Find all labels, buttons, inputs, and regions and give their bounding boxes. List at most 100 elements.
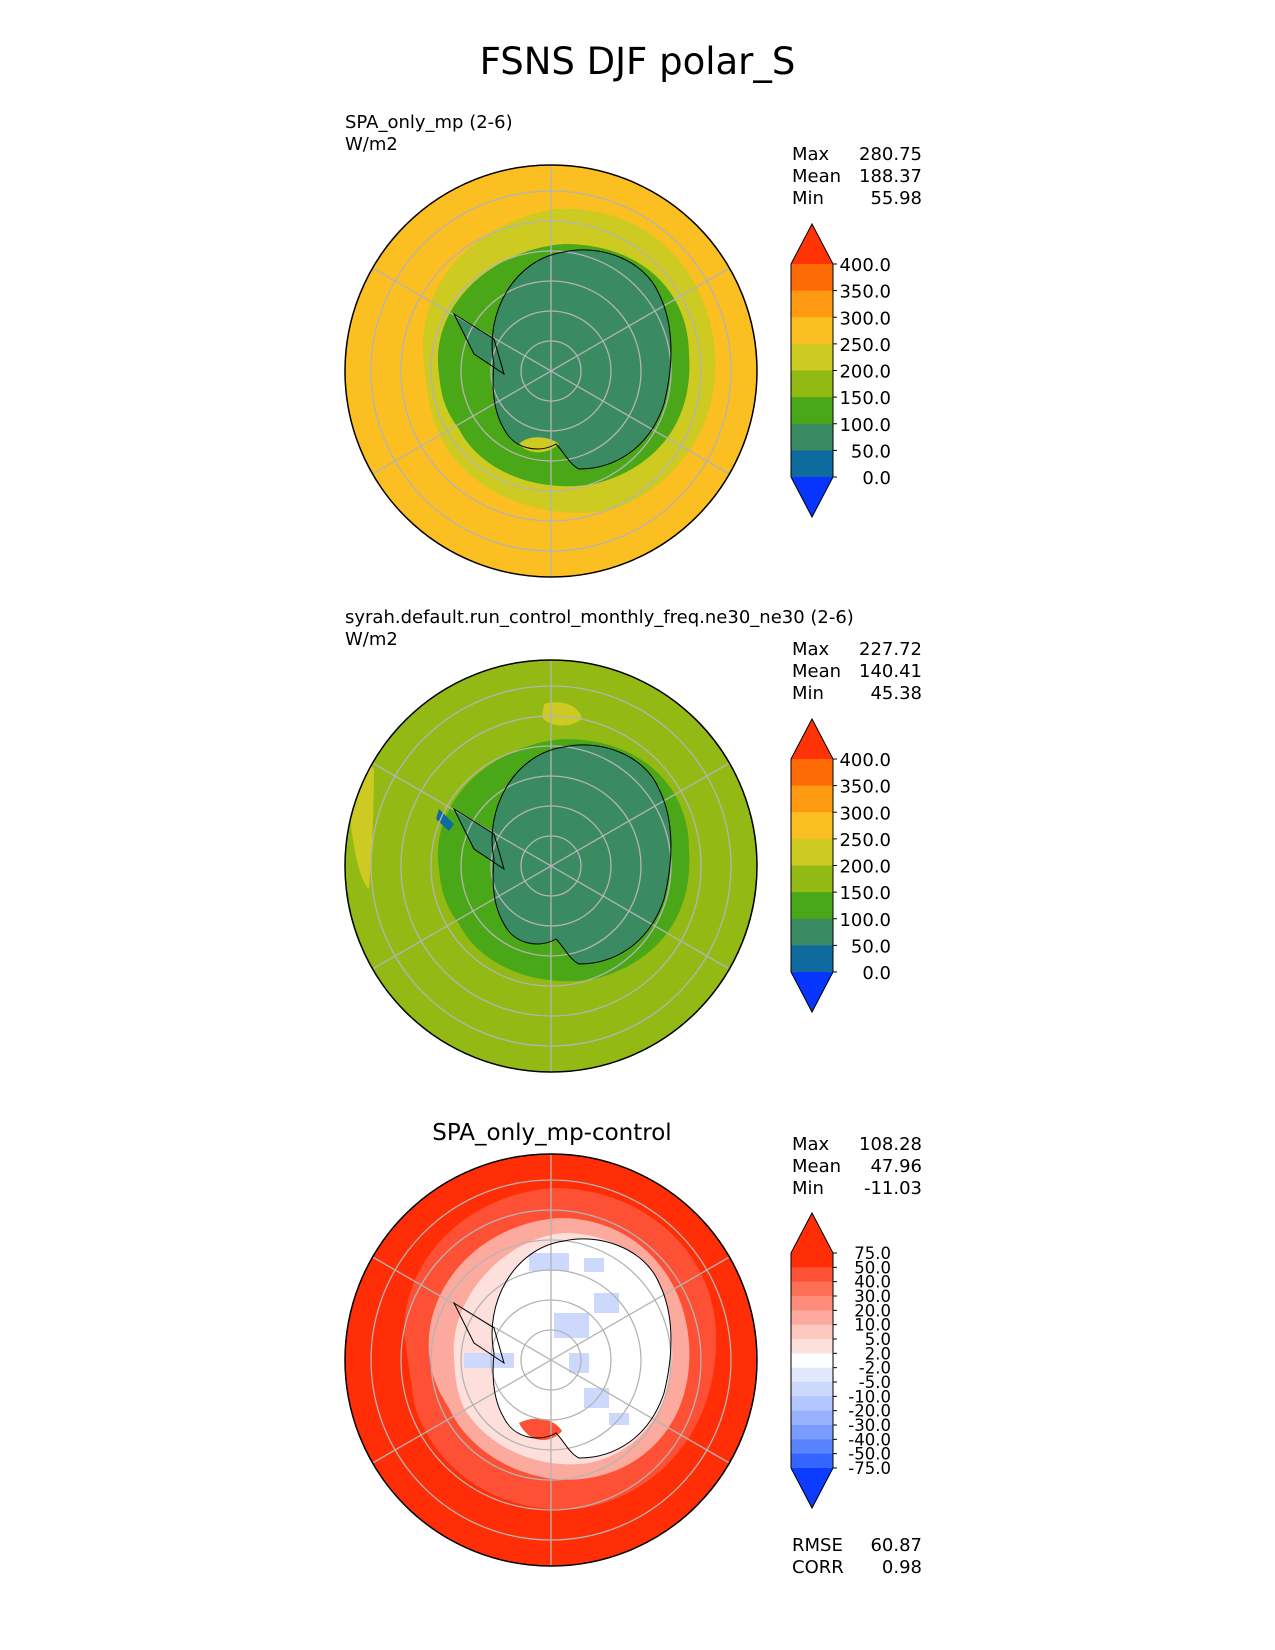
colorbar-1-bin xyxy=(791,290,833,318)
colorbar-1-tick-label: 250.0 xyxy=(839,335,891,356)
colorbar-1-tick-label: 300.0 xyxy=(839,308,891,329)
colorbar-1-bin xyxy=(791,343,833,372)
panel2-stats: Max 227.72 Mean 140.41 Min 45.38 xyxy=(792,639,922,705)
colorbar-1-bin xyxy=(791,370,833,398)
colorbar-2-extend-top xyxy=(791,719,833,759)
colorbar-3-bin xyxy=(791,1453,833,1469)
panel3-polar-map xyxy=(344,1153,758,1567)
panel3-colorbar: -75.0-50.0-40.0-30.0-20.0-10.0-5.0-2.02.… xyxy=(790,1211,891,1510)
colorbar-3-bin xyxy=(791,1281,833,1297)
colorbar-2-tick-label: 100.0 xyxy=(839,910,891,931)
colorbar-3-extend-top xyxy=(791,1213,833,1253)
colorbar-2-tick-label: 150.0 xyxy=(839,883,891,904)
colorbar-2-bin xyxy=(791,945,833,973)
panel3-corr-label: CORR xyxy=(792,1557,844,1578)
colorbar-1-tick-label: 50.0 xyxy=(851,441,891,462)
colorbar-2-tick-label: 200.0 xyxy=(839,857,891,878)
colorbar-3-bin xyxy=(791,1267,833,1283)
panel3-title: SPA_only_mp-control xyxy=(432,1120,672,1146)
colorbar-3-tick-label: -20.0 xyxy=(848,1402,891,1421)
colorbar-1-tick-label: 350.0 xyxy=(839,282,891,303)
panel2-low-patch xyxy=(436,809,454,831)
panel3-rmse-label: RMSE xyxy=(792,1535,843,1556)
colorbar-3-bin xyxy=(791,1339,833,1354)
colorbar-1-tick-label: 200.0 xyxy=(839,362,891,383)
colorbar-3-bin xyxy=(791,1310,833,1326)
colorbar-2-bin xyxy=(791,918,833,946)
panel2-mean-value: 140.41 xyxy=(859,661,922,682)
panel1-max-label: Max xyxy=(792,144,830,165)
colorbar-3-tick-label: -75.0 xyxy=(848,1459,891,1478)
panel2-coastline xyxy=(452,744,672,965)
colorbar-2-tick-label: 350.0 xyxy=(839,777,891,798)
panel2-min-value: 45.38 xyxy=(870,683,922,704)
colorbar-3-tick-label: 5.0 xyxy=(865,1330,891,1349)
colorbar-3-bin xyxy=(791,1425,833,1440)
panel3-min-value: -11.03 xyxy=(863,1178,922,1199)
colorbar-1-bin xyxy=(791,423,833,451)
panel2-units: W/m2 xyxy=(345,629,398,650)
panel1-graticule xyxy=(370,165,732,577)
figure-title: FSNS DJF polar_S xyxy=(479,40,796,83)
colorbar-3-bin xyxy=(791,1296,833,1311)
panel1-title: SPA_only_mp (2-6) xyxy=(345,112,513,133)
colorbar-1-bin xyxy=(791,317,833,345)
panel2-max-value: 227.72 xyxy=(859,639,922,660)
colorbar-3-tick-label: 50.0 xyxy=(854,1258,891,1277)
colorbar-2-tick-label: 50.0 xyxy=(851,936,891,957)
colorbar-3-bin xyxy=(791,1439,833,1455)
panel2-max-label: Max xyxy=(792,639,830,660)
panel3-negative-patches xyxy=(464,1253,629,1425)
colorbar-1-bin xyxy=(791,450,833,478)
panel2-colorbar: 0.0 50.0 100.0 150.0 200.0 250.0 300.0 350.0 400… xyxy=(790,717,891,1014)
colorbar-3-bin xyxy=(791,1353,833,1369)
colorbar-2-tick-label: 250.0 xyxy=(839,830,891,851)
colorbar-1-tick-label: 100.0 xyxy=(839,415,891,436)
colorbar-3-bin xyxy=(791,1367,833,1383)
colorbar-3-tick-label: 40.0 xyxy=(854,1273,891,1292)
panel3-antarctica xyxy=(492,1238,671,1458)
colorbar-3-bin xyxy=(791,1382,833,1397)
panel1-coastline xyxy=(452,249,672,470)
colorbar-3-tick-label: -30.0 xyxy=(848,1416,891,1435)
colorbar-3-tick-label: 10.0 xyxy=(854,1316,891,1335)
colorbar-3-tick-label: 2.0 xyxy=(865,1344,891,1363)
panel3-min-label: Min xyxy=(792,1178,824,1199)
colorbar-3-tick-label: -40.0 xyxy=(848,1430,891,1449)
panel1-antarctica xyxy=(454,249,671,469)
panel3-graticule xyxy=(370,1154,732,1566)
colorbar-1-extend-bottom xyxy=(791,477,833,517)
colorbar-2-bin xyxy=(791,892,833,920)
panel3-map-frame xyxy=(344,1153,758,1567)
colorbar-3-tick-label: 75.0 xyxy=(854,1244,891,1263)
panel1-mean-label: Mean xyxy=(792,166,842,187)
panel1-max-value: 280.75 xyxy=(859,144,922,165)
panel2-title: syrah.default.run_control_monthly_freq.n… xyxy=(345,607,854,628)
colorbar-3-tick-label: -50.0 xyxy=(848,1445,891,1464)
panel2-warm-patch-north xyxy=(542,702,582,726)
panel3-mean-label: Mean xyxy=(792,1156,842,1177)
colorbar-3-bin xyxy=(791,1324,833,1340)
panel3-coastline xyxy=(452,1238,672,1459)
panel2-antarctica xyxy=(454,744,671,964)
panel1-map-frame xyxy=(344,164,758,578)
colorbar-3-tick-label: -2.0 xyxy=(859,1359,891,1378)
colorbar-3-tick-label: 20.0 xyxy=(854,1301,891,1320)
colorbar-1-tick-label: 150.0 xyxy=(839,388,891,409)
colorbar-3-bin xyxy=(791,1396,833,1412)
colorbar-2-tick-label: 0.0 xyxy=(862,963,891,984)
panel1-stats: Max 280.75 Mean 188.37 Min 55.98 xyxy=(792,144,922,210)
panel3-mean-value: 47.96 xyxy=(870,1156,922,1177)
panel1-units: W/m2 xyxy=(345,134,398,155)
colorbar-2-bin xyxy=(791,812,833,840)
colorbar-1-extend-top xyxy=(791,224,833,264)
panel2-mean-label: Mean xyxy=(792,661,842,682)
colorbar-2-extend-bottom xyxy=(791,972,833,1012)
colorbar-3-bin xyxy=(791,1253,833,1268)
colorbar-2-bin xyxy=(791,865,833,893)
panel3-max-label: Max xyxy=(792,1134,830,1155)
panel2-map-frame xyxy=(344,659,758,1073)
colorbar-1-tick-label: 400.0 xyxy=(839,255,891,276)
colorbar-2-tick-label: 300.0 xyxy=(839,803,891,824)
panel2-graticule xyxy=(370,660,732,1072)
